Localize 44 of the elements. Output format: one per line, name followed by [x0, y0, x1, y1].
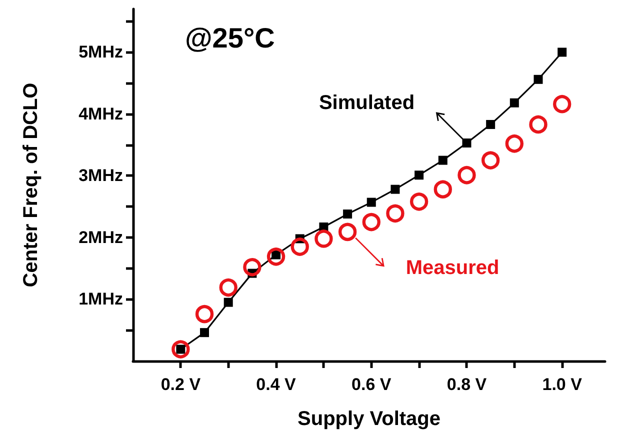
text: Simulated	[318, 92, 415, 114]
point	[529, 115, 548, 134]
y-tick-label: 2MHz	[78, 228, 123, 247]
point	[414, 170, 424, 180]
y-tick-label: 5MHz	[78, 42, 123, 62]
x-axis-title: Supply Voltage	[298, 408, 440, 430]
point	[434, 180, 452, 198]
point	[290, 238, 309, 256]
point	[195, 304, 214, 324]
point	[338, 222, 357, 242]
x-tick-label: 0.6 V	[352, 375, 392, 394]
point	[410, 192, 428, 211]
point	[243, 258, 262, 276]
point	[458, 166, 476, 184]
point	[200, 328, 210, 338]
point	[343, 210, 352, 219]
point	[314, 230, 333, 248]
point	[172, 340, 190, 358]
point	[366, 198, 376, 207]
y-tick-label: 3MHz	[78, 166, 123, 186]
point	[558, 48, 567, 57]
annotation: @25°C	[185, 22, 275, 54]
point	[505, 134, 524, 153]
y-axis-title: Center Freq. of DCLO	[20, 82, 42, 288]
y-tick-label: 4MHz	[78, 104, 123, 124]
point	[534, 74, 543, 84]
point	[362, 212, 380, 232]
point	[486, 120, 496, 129]
x-tick-label: 0.4 V	[256, 375, 297, 394]
point	[462, 138, 472, 148]
y-tick-label: 1MHz	[78, 290, 123, 309]
point	[386, 204, 404, 223]
x-tick-label: 1.0 V	[542, 375, 583, 394]
x-tick-label: 0.2 V	[160, 375, 202, 394]
point	[510, 98, 519, 108]
point	[390, 184, 400, 194]
point	[481, 151, 500, 170]
point	[438, 156, 448, 165]
legend-label: Measured	[406, 256, 500, 279]
point	[219, 278, 238, 297]
x-tick-label: 0.8 V	[446, 375, 488, 394]
point	[266, 248, 286, 266]
point	[553, 95, 572, 114]
point	[224, 298, 233, 307]
